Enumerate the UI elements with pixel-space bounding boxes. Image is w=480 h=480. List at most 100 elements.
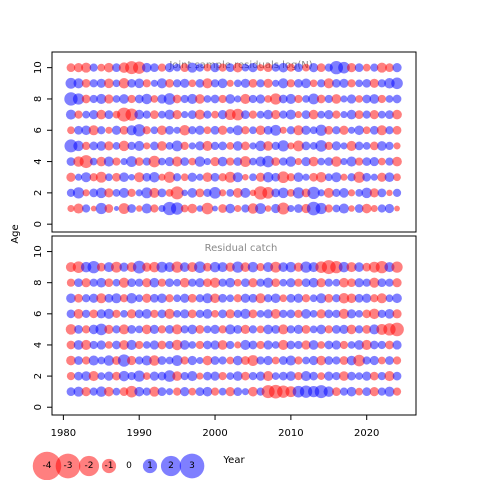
residual-bubble <box>89 157 98 166</box>
residual-bubble <box>332 309 341 318</box>
residual-bubble <box>217 340 228 350</box>
residual-bubble <box>95 171 107 183</box>
residual-bubble <box>278 187 289 199</box>
residual-bubble <box>142 293 152 303</box>
residual-bubble <box>112 278 121 287</box>
residual-bubble <box>277 385 290 398</box>
residual-bubble <box>233 294 242 303</box>
residual-bubble <box>181 189 188 197</box>
residual-bubble <box>317 372 326 380</box>
residual-bubble <box>173 79 182 88</box>
residual-bubble <box>66 278 76 287</box>
residual-bubble <box>188 278 197 287</box>
residual-bubble <box>82 189 90 197</box>
residual-bubble <box>377 309 386 318</box>
residual-bubble <box>233 325 243 334</box>
residual-bubble <box>249 142 257 150</box>
residual-bubble <box>392 356 402 365</box>
residual-bubble <box>225 387 235 397</box>
residual-bubble <box>105 126 113 134</box>
residual-bubble <box>142 372 151 380</box>
residual-bubble <box>233 278 242 287</box>
residual-bubble <box>309 142 318 150</box>
residual-bubble <box>309 309 318 318</box>
residual-bubble <box>163 93 176 105</box>
residual-bubble <box>89 293 99 303</box>
residual-bubble <box>271 63 280 72</box>
residual-bubble <box>135 356 144 365</box>
residual-bubble <box>338 61 350 74</box>
residual-bubble <box>104 293 114 303</box>
residual-bubble <box>355 95 363 103</box>
residual-bubble <box>362 371 372 381</box>
residual-bubble <box>135 325 144 334</box>
residual-bubble <box>65 77 77 89</box>
residual-bubble <box>163 171 176 183</box>
residual-bubble <box>173 309 181 318</box>
residual-bubble <box>369 324 380 335</box>
residual-bubble <box>187 172 197 182</box>
residual-bubble <box>195 340 204 350</box>
residual-bubble <box>264 95 272 103</box>
residual-bubble <box>376 125 387 136</box>
residual-bubble <box>340 158 348 166</box>
residual-bubble <box>67 204 75 213</box>
x-tick-label: 2020 <box>354 428 379 439</box>
residual-bubble <box>218 356 227 365</box>
residual-bubble <box>150 79 158 87</box>
residual-bubble <box>150 309 159 318</box>
residual-bubble <box>232 125 243 136</box>
residual-bubble <box>301 141 311 151</box>
residual-bubble <box>301 278 311 288</box>
residual-bubble <box>324 356 334 365</box>
residual-bubble <box>196 173 204 181</box>
residual-bubble <box>249 157 257 166</box>
residual-bubble <box>65 324 77 335</box>
residual-bubble <box>149 371 159 381</box>
residual-bubble <box>353 354 365 367</box>
residual-bubble <box>309 172 318 182</box>
residual-bubble <box>89 94 98 104</box>
residual-bubble <box>362 63 371 72</box>
residual-bubble <box>128 173 135 181</box>
residual-bubble <box>188 79 197 88</box>
y-axis-title: Age <box>10 224 21 243</box>
residual-bubble <box>67 126 75 135</box>
residual-bubble <box>112 340 121 350</box>
residual-bubble <box>240 187 251 198</box>
residual-bubble <box>202 140 213 151</box>
residual-bubble <box>127 78 136 88</box>
residual-bubble <box>340 142 348 150</box>
residual-bubble <box>369 355 379 366</box>
residual-bubble <box>89 188 99 198</box>
residual-bubble <box>240 293 250 303</box>
residual-bubble <box>354 293 364 303</box>
residual-bubble <box>218 110 228 120</box>
residual-bubble <box>104 188 114 198</box>
residual-bubble <box>73 386 84 397</box>
residual-bubble <box>119 294 129 303</box>
residual-bubble <box>104 371 114 381</box>
residual-bubble <box>105 341 113 349</box>
residual-bubble <box>148 155 161 168</box>
residual-bubble <box>242 173 249 181</box>
residual-bubble <box>133 370 145 382</box>
residual-bubble <box>340 95 348 103</box>
residual-bubble <box>187 309 197 319</box>
residual-bubble <box>263 355 273 366</box>
residual-bubble <box>88 355 99 366</box>
x-tick-label: 1980 <box>51 428 76 439</box>
legend-label: 3 <box>189 461 195 471</box>
residual-bubble <box>277 171 290 184</box>
residual-bubble <box>226 356 235 365</box>
residual-bubble <box>392 340 402 350</box>
residual-bubble <box>355 79 363 88</box>
y-tick-label: 6 <box>33 311 44 317</box>
y-axis-joint-sample: 0 2 4 6 8 10 <box>33 61 52 227</box>
residual-bubble <box>286 325 295 334</box>
residual-bubble <box>73 340 84 350</box>
residual-bubble <box>149 187 160 198</box>
legend-label: 0 <box>126 461 132 471</box>
residual-bubble <box>332 110 341 119</box>
residual-bubble <box>270 124 282 136</box>
